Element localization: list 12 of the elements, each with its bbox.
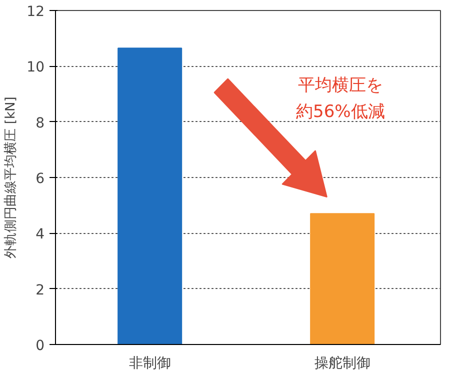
y-tick-label: 8 [36, 115, 45, 132]
x-tick-label: 操舵制御 [314, 356, 370, 372]
y-tick-label: 0 [36, 338, 45, 354]
annotation: 約56%低減 [296, 102, 385, 122]
y-tick-label: 12 [26, 4, 45, 20]
y-tick-label: 2 [36, 282, 45, 298]
x-tick-label: 非制御 [128, 356, 171, 372]
y-axis-title: 外軌側円曲線平均横圧 [kN] [4, 96, 19, 258]
y-tick-label: 4 [36, 226, 45, 243]
y-tick-label: 10 [26, 60, 45, 76]
y-tick-label: 6 [36, 171, 45, 187]
annotation: 平均横圧を [298, 76, 383, 96]
